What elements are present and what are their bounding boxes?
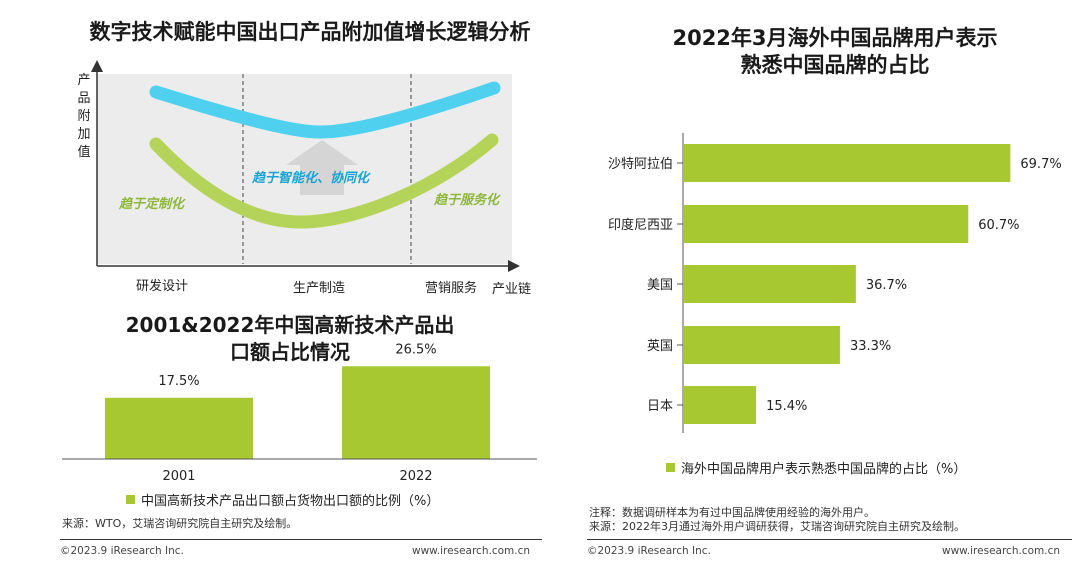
blue-value-curve xyxy=(149,81,501,139)
hbar-category-label-0: 沙特阿拉伯 xyxy=(608,157,673,172)
bar-chart-legend-text: 中国高新技术产品出口额占货物出口额的比例（%） xyxy=(141,494,440,509)
bar-2022 xyxy=(342,366,490,459)
bar-category-label-2001: 2001 xyxy=(162,469,195,484)
phase-service: 趋于服务化 xyxy=(434,193,500,208)
hbar-日本 xyxy=(684,386,757,424)
footer-copyright-right: ©2023.9 iResearch Inc. xyxy=(587,545,711,557)
hbar-美国 xyxy=(684,265,856,303)
footer-divider-right xyxy=(587,539,1072,540)
bar-chart-legend: 中国高新技术产品出口额占货物出口额的比例（%） xyxy=(126,490,439,509)
y-axis-label: 产品附加值 xyxy=(77,73,91,160)
bar-chart-title: 2001&2022年中国高新技术产品出 口额占比情况 xyxy=(90,312,490,366)
bar-chart-title-line1: 2001&2022年中国高新技术产品出 xyxy=(125,313,455,337)
hbar-chart-legend-text: 海外中国品牌用户表示熟悉中国品牌的占比（%） xyxy=(681,462,967,477)
green-value-curve xyxy=(149,133,499,229)
footer-divider-left xyxy=(60,539,542,540)
diagram-title: 数字技术赋能中国出口产品附加值增长逻辑分析 xyxy=(89,20,531,44)
bar-category-label-2022: 2022 xyxy=(399,469,432,484)
bar-chart-source: 来源：WTO，艾瑞咨询研究院自主研究及绘制。 xyxy=(62,517,298,530)
footer-website-left: www.iresearch.com.cn xyxy=(412,545,531,557)
hbar-value-label-4: 15.4% xyxy=(766,399,807,414)
hbar-category-label-2: 美国 xyxy=(647,278,673,293)
phase-customization: 趋于定制化 xyxy=(119,197,185,212)
hbar-沙特阿拉伯 xyxy=(684,144,1011,182)
hbar-value-label-0: 69.7% xyxy=(1020,157,1061,172)
value-added-diagram xyxy=(91,60,520,272)
stage-label-manufacturing: 生产制造 xyxy=(293,281,346,296)
stage-label-marketing: 营销服务 xyxy=(425,281,478,296)
hbar-value-label-2: 36.7% xyxy=(866,278,907,293)
x-axis-label: 产业链 xyxy=(492,282,532,297)
legend-swatch xyxy=(666,463,675,472)
hbar-category-label-4: 日本 xyxy=(647,399,673,414)
hbar-英国 xyxy=(684,326,840,364)
export-share-bar-chart: 17.5% 2001 26.5% 2022 xyxy=(62,342,537,484)
hbar-value-label-1: 60.7% xyxy=(978,218,1019,233)
hbar-chart-title-line1: 2022年3月海外中国品牌用户表示 xyxy=(672,26,998,50)
hbar-chart-note: 注释：数据调研样本为有过中国品牌使用经验的海外用户。 xyxy=(589,506,875,519)
bar-value-label-2001: 17.5% xyxy=(158,374,199,389)
hbar-chart-legend: 海外中国品牌用户表示熟悉中国品牌的占比（%） xyxy=(666,458,966,477)
upward-arrow-icon xyxy=(286,140,358,195)
hbar-value-label-3: 33.3% xyxy=(850,339,891,354)
bar-value-label-2022: 26.5% xyxy=(395,342,436,357)
hbar-chart-source: 来源：2022年3月通过海外用户调研获得，艾瑞咨询研究院自主研究及绘制。 xyxy=(589,520,965,533)
bar-chart-title-line2: 口额占比情况 xyxy=(230,340,350,364)
hbar-category-label-3: 英国 xyxy=(647,339,673,354)
stage-label-rd: 研发设计 xyxy=(136,279,189,294)
bar-2001 xyxy=(105,397,253,459)
hbar-category-label-1: 印度尼西亚 xyxy=(608,217,673,233)
footer-website-right: www.iresearch.com.cn xyxy=(942,545,1061,557)
legend-swatch xyxy=(126,495,135,504)
phase-intelligent: 趋于智能化、协同化 xyxy=(252,171,370,186)
footer-copyright-left: ©2023.9 iResearch Inc. xyxy=(60,545,184,557)
hbar-chart-title-line2: 熟悉中国品牌的占比 xyxy=(740,53,930,77)
hbar-印度尼西亚 xyxy=(684,205,969,243)
brand-familiarity-bar-chart: 沙特阿拉伯 69.7% 印度尼西亚 60.7% 美国 36.7% 英国 33.3% 日本 15.4… xyxy=(608,133,1062,433)
hbar-chart-title: 2022年3月海外中国品牌用户表示 熟悉中国品牌的占比 xyxy=(600,25,1070,79)
